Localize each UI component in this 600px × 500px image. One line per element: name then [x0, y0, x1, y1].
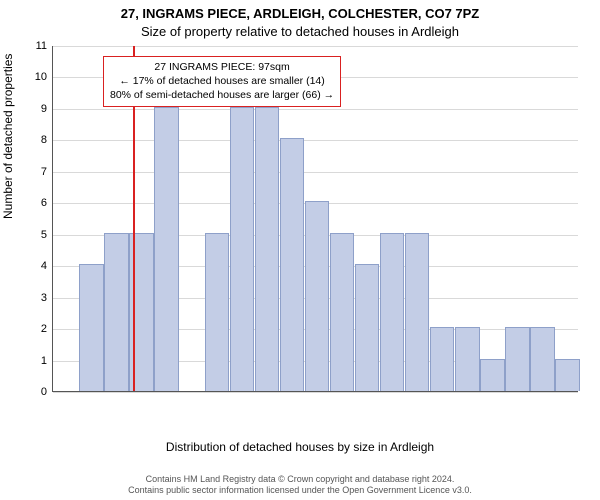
attribution-line2: Contains public sector information licen… — [0, 485, 600, 496]
bar — [330, 233, 355, 391]
bar — [430, 327, 455, 391]
gridline — [53, 109, 578, 110]
y-tick-label: 11 — [36, 40, 53, 52]
y-tick-label: 8 — [41, 134, 53, 146]
bar — [79, 264, 104, 391]
bar — [505, 327, 530, 391]
annotation-line: ← 17% of detached houses are smaller (14… — [110, 74, 334, 88]
bar — [380, 233, 405, 391]
y-tick-label: 3 — [41, 292, 53, 304]
chart-title: 27, INGRAMS PIECE, ARDLEIGH, COLCHESTER,… — [0, 6, 600, 21]
attribution-line1: Contains HM Land Registry data © Crown c… — [0, 474, 600, 485]
y-tick-label: 2 — [41, 323, 53, 335]
y-tick-label: 1 — [41, 355, 53, 367]
y-tick-label: 7 — [41, 166, 53, 178]
annotation-line: 27 INGRAMS PIECE: 97sqm — [110, 60, 334, 74]
chart-subtitle: Size of property relative to detached ho… — [0, 24, 600, 39]
bar — [230, 107, 255, 391]
bar — [104, 233, 129, 391]
plot-area: 0123456789101127 INGRAMS PIECE: 97sqm← 1… — [52, 46, 578, 392]
y-tick-label: 10 — [35, 71, 53, 83]
y-tick-label: 9 — [41, 103, 53, 115]
gridline — [53, 140, 578, 141]
x-axis-label: Distribution of detached houses by size … — [0, 440, 600, 454]
gridline — [53, 172, 578, 173]
bar — [480, 359, 505, 391]
bar — [280, 138, 305, 391]
gridline — [53, 392, 578, 393]
bar — [305, 201, 330, 391]
annotation-line: 80% of semi-detached houses are larger (… — [110, 88, 334, 102]
gridline — [53, 46, 578, 47]
bar — [205, 233, 230, 391]
y-tick-label: 5 — [41, 229, 53, 241]
bar — [405, 233, 430, 391]
bar — [530, 327, 555, 391]
bar — [555, 359, 580, 391]
y-tick-label: 4 — [41, 260, 53, 272]
y-tick-label: 6 — [41, 197, 53, 209]
bar — [455, 327, 480, 391]
bar — [154, 107, 179, 391]
y-axis-label: Number of detached properties — [1, 54, 15, 219]
bar — [355, 264, 380, 391]
bar — [255, 107, 280, 391]
y-tick-label: 0 — [41, 386, 53, 398]
attribution: Contains HM Land Registry data © Crown c… — [0, 474, 600, 497]
annotation-box: 27 INGRAMS PIECE: 97sqm← 17% of detached… — [103, 56, 341, 107]
